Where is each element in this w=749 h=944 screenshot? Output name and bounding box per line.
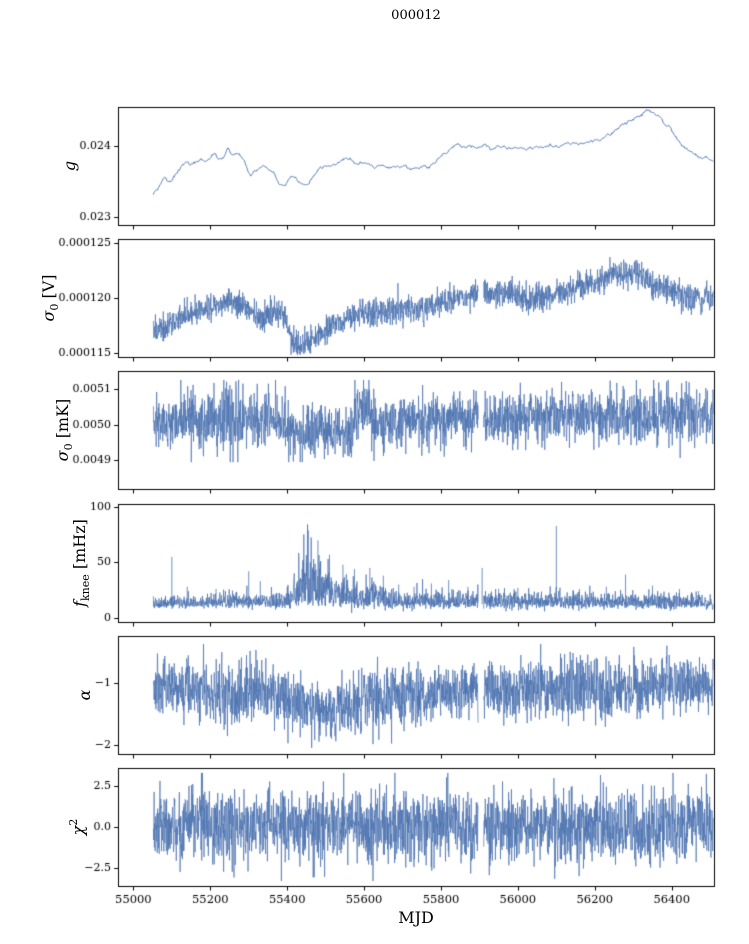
figure-title: 000012 (391, 8, 441, 23)
y-axis-label-g: g (59, 160, 79, 172)
x-axis-label: MJD (398, 908, 434, 927)
y-axis-label-chi2: χ2 (67, 818, 88, 836)
